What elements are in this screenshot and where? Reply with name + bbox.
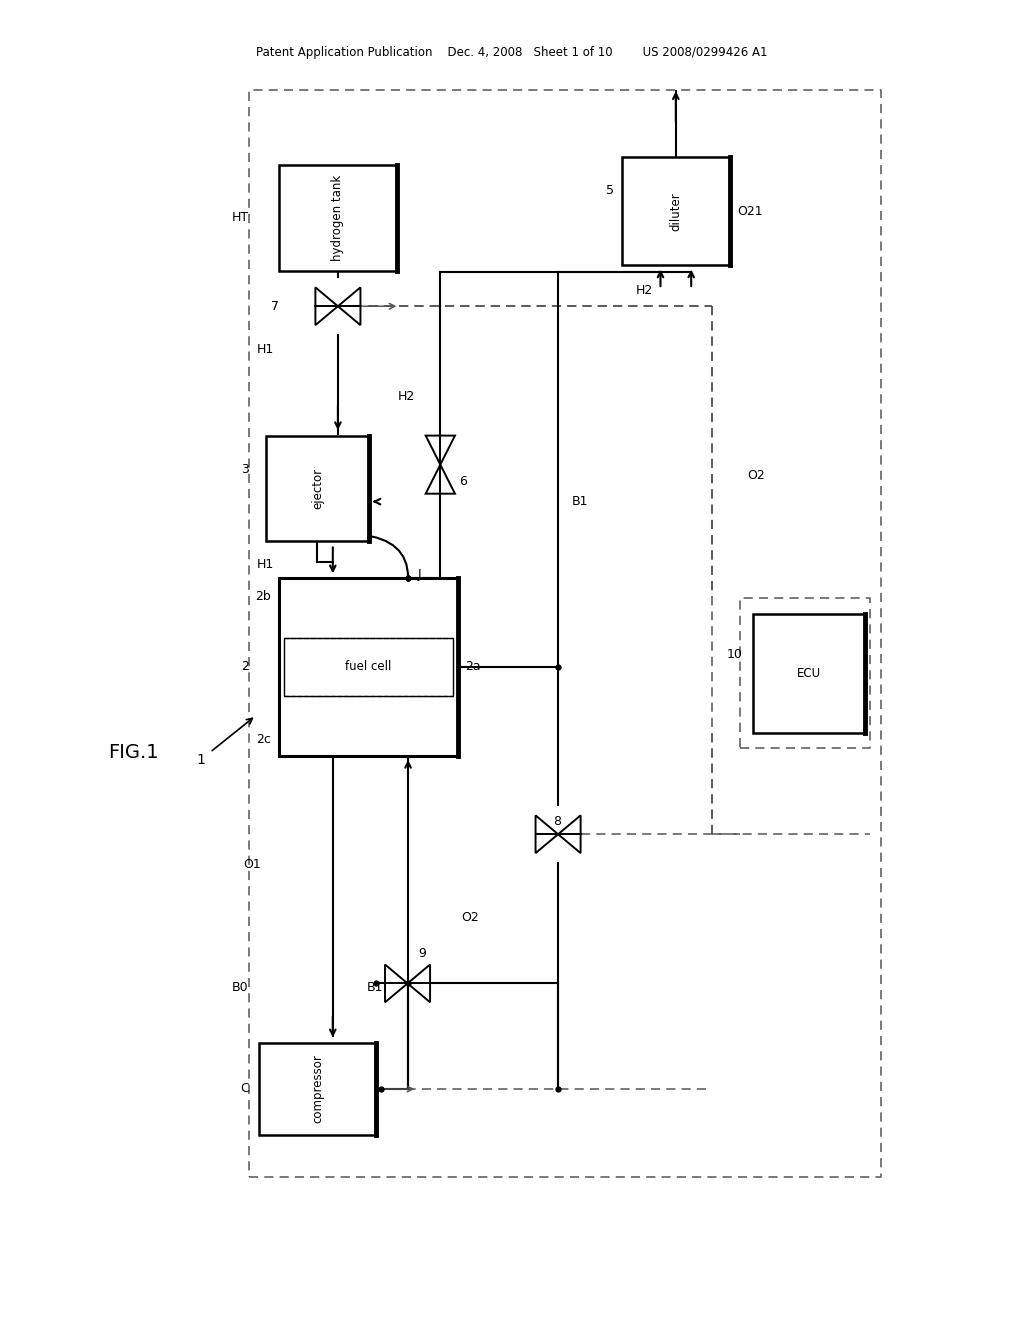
Text: J: J (418, 568, 422, 581)
Polygon shape (315, 288, 338, 325)
Polygon shape (338, 288, 360, 325)
Polygon shape (408, 965, 430, 1002)
Text: 2a: 2a (465, 660, 480, 673)
Text: hydrogen tank: hydrogen tank (332, 174, 344, 261)
Text: 2c: 2c (256, 733, 271, 746)
Bar (258, 1043, 377, 1135)
Text: O1: O1 (244, 858, 261, 871)
Text: FIG.1: FIG.1 (108, 743, 159, 762)
Text: O21: O21 (737, 205, 763, 218)
Text: O2: O2 (461, 911, 478, 924)
Text: 10: 10 (726, 648, 742, 661)
Text: 2: 2 (241, 660, 249, 673)
Polygon shape (385, 965, 408, 1002)
Text: H2: H2 (636, 284, 653, 297)
Text: H2: H2 (397, 389, 415, 403)
Text: 3: 3 (241, 463, 249, 477)
Text: 1: 1 (197, 754, 205, 767)
Polygon shape (558, 816, 581, 853)
Text: B0: B0 (232, 981, 249, 994)
Text: O2: O2 (748, 469, 765, 482)
Text: B1: B1 (571, 495, 588, 508)
Bar (753, 614, 865, 733)
Bar (279, 165, 397, 271)
Polygon shape (536, 816, 558, 853)
Text: 8: 8 (553, 814, 561, 828)
Text: B1: B1 (367, 981, 383, 994)
Bar (284, 638, 453, 696)
Text: ECU: ECU (797, 667, 821, 680)
Polygon shape (426, 465, 455, 494)
Bar (623, 157, 729, 265)
Text: C: C (240, 1082, 249, 1096)
Text: HT: HT (231, 211, 249, 224)
Text: diluter: diluter (670, 191, 682, 231)
Text: 6: 6 (459, 475, 467, 488)
Text: 2b: 2b (256, 590, 271, 603)
Bar (266, 436, 369, 541)
Bar (279, 578, 458, 755)
Text: H1: H1 (257, 558, 274, 572)
Text: Patent Application Publication    Dec. 4, 2008   Sheet 1 of 10        US 2008/02: Patent Application Publication Dec. 4, 2… (256, 46, 768, 59)
Text: ejector: ejector (311, 467, 324, 510)
Text: fuel cell: fuel cell (345, 660, 392, 673)
Text: 9: 9 (418, 946, 426, 960)
Text: compressor: compressor (311, 1055, 324, 1123)
Text: H1: H1 (257, 343, 274, 356)
Text: 7: 7 (270, 300, 279, 313)
Text: 5: 5 (606, 183, 614, 197)
Polygon shape (426, 436, 455, 465)
